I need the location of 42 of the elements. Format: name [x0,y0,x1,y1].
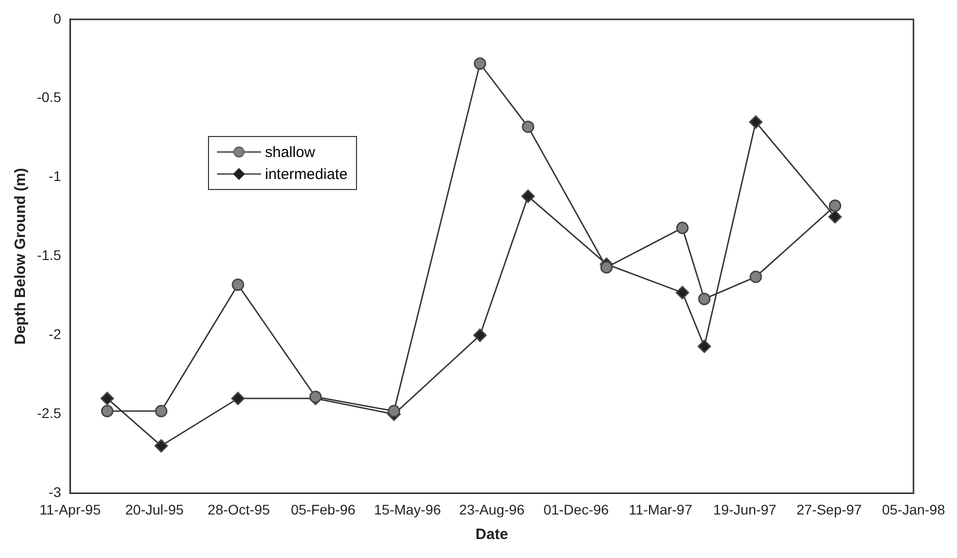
point [231,392,245,406]
x-tick-label: 23-Aug-96 [459,501,525,518]
legend-label: shallow [265,144,316,160]
point [698,340,712,354]
x-tick-label: 19-Jun-97 [713,501,777,518]
point [600,261,613,274]
point [749,115,762,129]
y-tick-label: -1.5 [37,247,62,264]
point [828,210,842,224]
point [101,404,114,418]
point [155,404,168,418]
legend-label: intermediate [265,166,348,182]
point [828,200,842,212]
point [522,120,534,133]
x-tick-label: 01-Dec-96 [543,501,610,518]
x-tick-label: 11-Mar-97 [628,501,692,518]
x-tick-label: 27-Sep-97 [796,501,862,518]
y-tick-label: 0 [53,10,62,26]
x-axis-title: Date [476,526,508,544]
point [474,57,486,70]
point [388,404,400,418]
x-tick-label: 11-Apr-95 [40,501,101,518]
point [750,270,762,284]
point [698,292,711,306]
x-tick-label: 05-Jan-98 [882,501,946,518]
x-tick-label: 15-May-96 [374,501,442,518]
point [676,222,689,234]
y-tick-label: -2 [48,326,62,342]
x-tick-label: 20-Jul-95 [125,501,184,518]
point [100,392,114,406]
point [676,286,690,300]
point [521,190,535,203]
y-tick-label: -1 [48,168,62,184]
point [232,278,244,291]
point [154,439,168,453]
y-axis-title: Depth Below Ground (m) [12,168,30,345]
x-tick-label: 28-Oct-95 [208,501,270,518]
y-tick-label: -2.5 [37,405,62,422]
y-tick-label: -3 [48,484,62,500]
point [473,328,487,342]
y-tick-label: -0.5 [37,89,62,106]
x-tick-label: 05-Feb-96 [290,501,356,518]
